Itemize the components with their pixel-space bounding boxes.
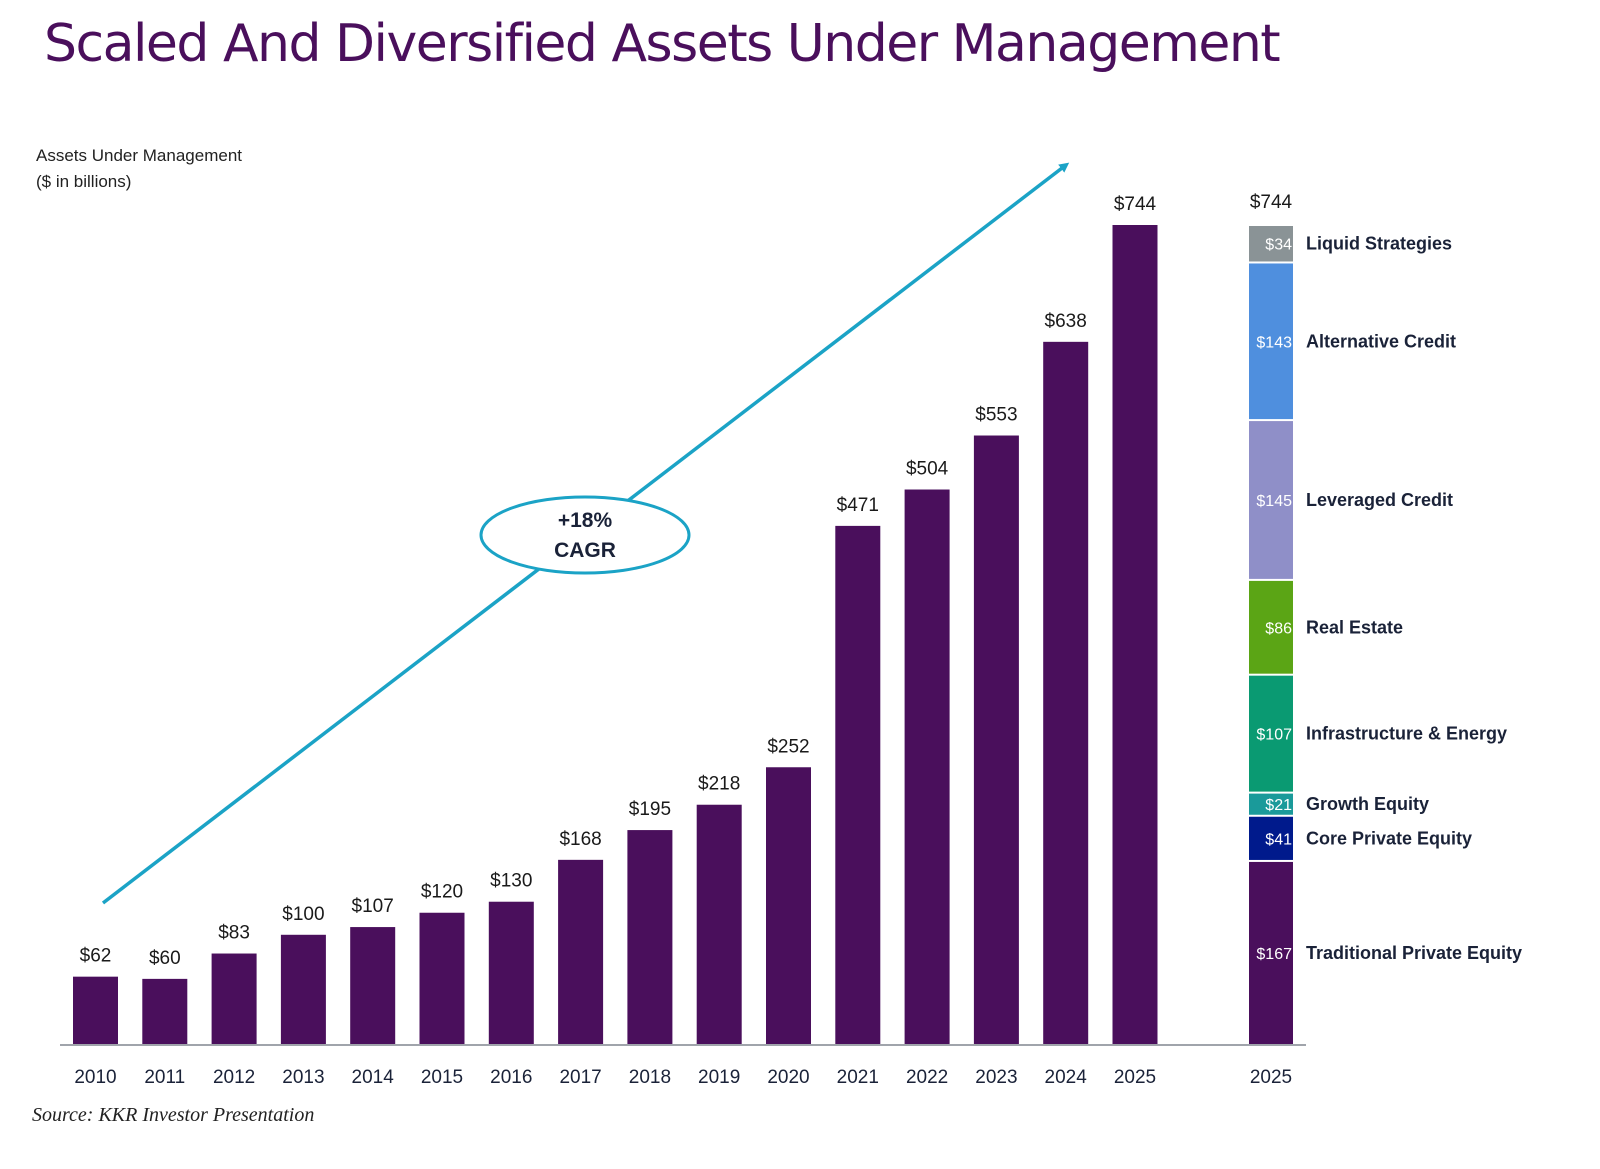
- legend-real-estate: Real Estate: [1306, 617, 1403, 637]
- segment-value-real-estate: $86: [1265, 620, 1292, 637]
- x-tick-stack-2025: 2025: [1250, 1067, 1292, 1088]
- cagr-label: CAGR: [554, 539, 616, 562]
- segment-value-alternative-credit: $143: [1256, 334, 1292, 351]
- data-label-2020: $252: [767, 736, 809, 757]
- data-label-2024: $638: [1045, 311, 1087, 332]
- x-tick-2025: 2025: [1114, 1067, 1156, 1088]
- segment-liquid-strategies: [1249, 226, 1293, 262]
- segment-growth-equity: [1249, 793, 1293, 815]
- data-label-2018: $195: [629, 799, 671, 820]
- legend-leveraged-credit: Leveraged Credit: [1306, 490, 1453, 510]
- x-tick-2020: 2020: [767, 1067, 809, 1088]
- segment-value-traditional-private-equity: $167: [1256, 946, 1292, 963]
- x-tick-2013: 2013: [282, 1067, 324, 1088]
- bar-2013: [280, 934, 326, 1045]
- bar-2016: [488, 901, 534, 1045]
- bar-2025: [1112, 225, 1158, 1045]
- legend-alternative-credit: Alternative Credit: [1306, 331, 1456, 351]
- data-label-2015: $120: [421, 882, 463, 903]
- bar-2024: [1043, 341, 1089, 1045]
- data-label-2016: $130: [490, 871, 532, 892]
- cagr-ellipse: [479, 495, 691, 575]
- segment-real-estate: [1249, 580, 1293, 674]
- x-tick-2022: 2022: [906, 1067, 948, 1088]
- bar-2015: [419, 912, 465, 1045]
- x-tick-2018: 2018: [629, 1067, 671, 1088]
- segment-traditional-private-equity: [1249, 861, 1293, 1044]
- y-axis-label: Assets Under Management ($ in billions): [36, 143, 242, 195]
- cagr-value: +18%: [558, 509, 613, 532]
- y-axis-label-line2: ($ in billions): [36, 172, 132, 191]
- data-label-2025: $744: [1114, 194, 1157, 215]
- x-tick-2024: 2024: [1045, 1067, 1088, 1088]
- segment-alternative-credit: [1249, 263, 1293, 420]
- source-note: Source: KKR Investor Presentation: [32, 1104, 315, 1126]
- page-title: Scaled And Diversified Assets Under Mana…: [44, 14, 1281, 74]
- bar-2023: [973, 435, 1019, 1045]
- bar-2010: [73, 976, 118, 1045]
- x-tick-2019: 2019: [698, 1067, 740, 1088]
- legend-infrastructure-energy: Infrastructure & Energy: [1306, 724, 1507, 744]
- data-label-2010: $62: [80, 946, 112, 967]
- data-label-2012: $83: [218, 923, 250, 944]
- segment-value-core-private-equity: $41: [1265, 831, 1292, 848]
- bar-2021: [835, 525, 881, 1045]
- data-label-2011: $60: [149, 948, 181, 969]
- legend-traditional-private-equity: Traditional Private Equity: [1306, 943, 1522, 963]
- bar-2014: [350, 927, 396, 1045]
- segment-leveraged-credit: [1249, 421, 1293, 579]
- legend-liquid-strategies: Liquid Strategies: [1306, 234, 1452, 254]
- bar-2011: [142, 978, 188, 1045]
- x-tick-2021: 2021: [837, 1067, 879, 1088]
- segment-value-infrastructure-energy: $107: [1256, 727, 1292, 744]
- x-tick-2015: 2015: [421, 1067, 463, 1088]
- x-tick-2010: 2010: [74, 1067, 116, 1088]
- x-tick-2016: 2016: [490, 1067, 532, 1088]
- x-tick-2023: 2023: [975, 1067, 1017, 1088]
- x-tick-2017: 2017: [559, 1067, 601, 1088]
- data-label-2017: $168: [559, 829, 601, 850]
- stack-total-label: $744: [1250, 192, 1293, 213]
- bar-2017: [558, 859, 604, 1045]
- bar-2012: [211, 953, 257, 1045]
- legend-core-private-equity: Core Private Equity: [1306, 828, 1472, 848]
- data-label-2022: $504: [906, 459, 949, 480]
- x-tick-2011: 2011: [144, 1067, 185, 1088]
- bar-2022: [904, 489, 950, 1046]
- segment-value-leveraged-credit: $145: [1256, 493, 1292, 510]
- segment-core-private-equity: [1249, 816, 1293, 860]
- segment-value-liquid-strategies: $34: [1265, 237, 1292, 254]
- x-tick-2012: 2012: [213, 1067, 255, 1088]
- data-label-2014: $107: [352, 896, 394, 917]
- annual-bars: $62 2010 $60 2011 $83 2012 $100 2013 $107 2014 $12…: [73, 194, 1158, 1088]
- cagr-annotation: +18% CAGR: [101, 162, 1070, 905]
- segment-infrastructure-energy: [1249, 675, 1293, 792]
- stacked-bar-2025: $167 Traditional Private Equity $41 Core Pr…: [1249, 192, 1522, 1088]
- bar-2019: [696, 804, 742, 1045]
- data-label-2019: $218: [698, 774, 740, 795]
- data-label-2013: $100: [282, 904, 324, 925]
- segment-value-growth-equity: $21: [1265, 797, 1292, 814]
- data-label-2023: $553: [975, 405, 1017, 426]
- bar-2018: [627, 830, 673, 1045]
- y-axis-label-line1: Assets Under Management: [36, 146, 242, 165]
- data-label-2021: $471: [837, 495, 879, 516]
- legend-growth-equity: Growth Equity: [1306, 794, 1429, 814]
- x-tick-2014: 2014: [352, 1067, 395, 1088]
- bar-2020: [766, 767, 811, 1045]
